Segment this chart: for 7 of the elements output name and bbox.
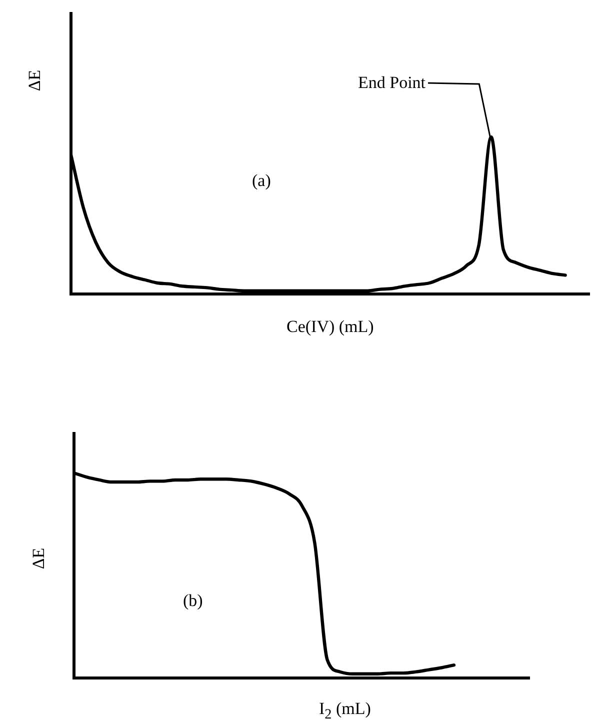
x-axis-title: I$_{2}$ (mL): [319, 699, 371, 722]
y-axis-title: ΔE: [29, 548, 48, 570]
x-axis-title: Ce(IV) (mL): [286, 317, 374, 336]
text: End Point: [358, 73, 426, 92]
annotation: (a): [252, 171, 271, 190]
y-axis-title: ΔE: [25, 70, 44, 92]
annotation: (b): [183, 591, 203, 610]
